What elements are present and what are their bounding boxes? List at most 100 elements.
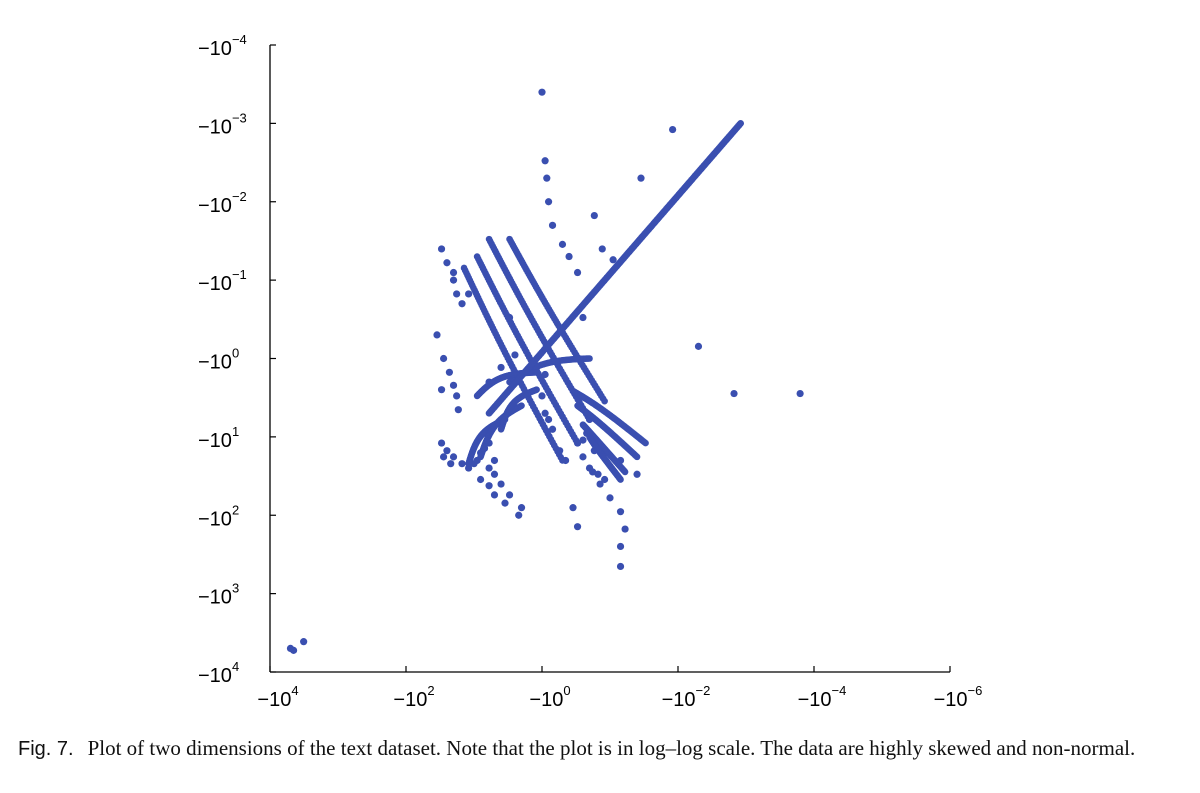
- data-point: [505, 491, 514, 499]
- data-point: [573, 268, 582, 277]
- data-point: [586, 355, 593, 362]
- data-point: [601, 397, 608, 405]
- data-point: [449, 268, 458, 277]
- data-point: [477, 453, 484, 461]
- data-point: [538, 392, 546, 400]
- data-point: [590, 211, 598, 220]
- data-point: [465, 460, 472, 468]
- data-point: [490, 456, 499, 465]
- y-tick-label: −104: [198, 659, 239, 687]
- data-point: [453, 290, 461, 298]
- y-tick-label: −100: [198, 346, 239, 374]
- data-point: [621, 468, 629, 476]
- data-point: [511, 351, 519, 359]
- data-point: [544, 198, 553, 206]
- data-point: [437, 245, 446, 253]
- data-point: [443, 259, 451, 267]
- data-point: [596, 480, 604, 488]
- data-point: [458, 460, 466, 468]
- y-tick-label: −103: [198, 581, 239, 609]
- data-point: [490, 491, 499, 499]
- data-point: [541, 370, 549, 379]
- data-point: [443, 447, 451, 455]
- axes: −104 −102 −100 −10−2 −10−4 −10−6 −10−4 −10−3 −10…: [198, 32, 982, 711]
- data-point: [589, 468, 597, 476]
- data-point: [730, 389, 738, 398]
- data-point: [485, 482, 493, 490]
- data-point: [548, 221, 557, 229]
- data-point: [796, 389, 804, 398]
- data-point: [458, 300, 466, 308]
- data-point: [449, 381, 458, 389]
- data-point: [616, 562, 625, 571]
- data-point: [433, 331, 441, 339]
- data-point: [609, 256, 617, 264]
- x-tick-label: −102: [393, 683, 434, 711]
- data-points: [286, 88, 804, 654]
- data-point: [642, 439, 649, 447]
- data-point: [497, 363, 505, 372]
- data-point: [737, 119, 745, 127]
- y-tick-label: −10−2: [198, 189, 247, 217]
- scatter-plot: −104 −102 −100 −10−2 −10−4 −10−6 −10−4 −10−3 −10…: [198, 32, 982, 711]
- data-point: [594, 470, 602, 478]
- data-point: [541, 157, 549, 165]
- data-point: [694, 342, 703, 350]
- data-point: [517, 504, 526, 512]
- data-point: [616, 542, 625, 551]
- data-point: [579, 453, 587, 461]
- data-point: [617, 476, 624, 483]
- data-point: [569, 504, 577, 512]
- caption-text: Plot of two dimensions of the text datas…: [87, 736, 1136, 760]
- data-point: [289, 646, 298, 654]
- data-point: [465, 290, 473, 298]
- data-point: [574, 439, 581, 447]
- x-tick-label: −10−4: [798, 683, 847, 711]
- y-tick-label: −102: [198, 502, 239, 530]
- data-point: [598, 245, 606, 253]
- x-tick-label: −10−6: [934, 683, 983, 711]
- data-point: [454, 406, 462, 414]
- data-point: [453, 392, 461, 400]
- data-point: [533, 369, 540, 376]
- data-point: [437, 386, 446, 394]
- data-point: [447, 460, 455, 468]
- data-point: [606, 494, 614, 502]
- data-point: [544, 415, 553, 424]
- data-point: [300, 638, 308, 646]
- data-point: [497, 480, 505, 488]
- x-tick-label: −104: [257, 683, 298, 711]
- figure-caption: Fig. 7. Plot of two dimensions of the tex…: [18, 736, 1188, 762]
- data-point: [633, 470, 641, 478]
- x-tick-label: −100: [529, 683, 570, 711]
- data-point: [579, 436, 587, 444]
- y-tick-label: −10−1: [198, 267, 247, 295]
- data-point: [637, 174, 645, 182]
- data-point: [445, 368, 454, 376]
- data-point: [601, 475, 609, 484]
- data-point: [490, 470, 499, 478]
- data-point: [543, 174, 551, 182]
- data-point: [559, 457, 566, 464]
- caption-label: Fig. 7.: [18, 738, 74, 760]
- data-point: [538, 88, 546, 96]
- data-point: [548, 425, 557, 433]
- data-point: [476, 475, 485, 484]
- data-point: [485, 464, 493, 472]
- data-point: [621, 525, 629, 533]
- data-point: [669, 125, 677, 134]
- data-point: [565, 252, 573, 261]
- y-tick-label: −10−4: [198, 32, 247, 60]
- data-point: [449, 276, 458, 284]
- data-point: [515, 511, 523, 519]
- data-point: [573, 523, 582, 531]
- y-tick-label: −101: [198, 424, 239, 452]
- x-tick-label: −10−2: [662, 683, 711, 711]
- y-tick-label: −10−3: [198, 110, 247, 138]
- data-point: [541, 409, 549, 417]
- data-point: [497, 425, 505, 433]
- data-point: [633, 453, 641, 461]
- data-point: [616, 508, 625, 516]
- data-point: [437, 439, 446, 447]
